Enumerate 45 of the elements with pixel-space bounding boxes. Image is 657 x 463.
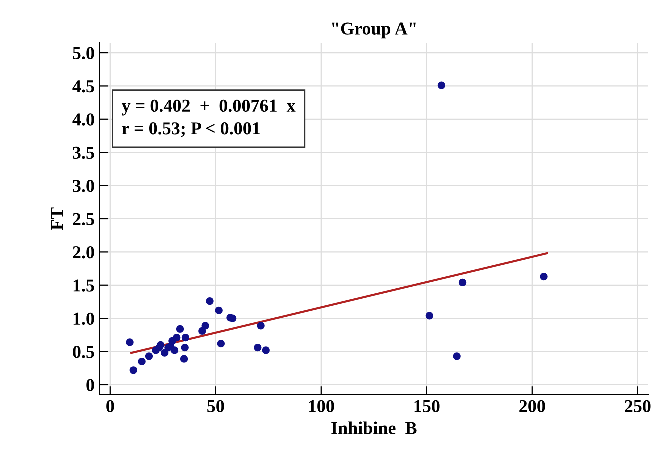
point [181, 344, 189, 352]
x-tick-label: 150 [414, 400, 440, 413]
y-tick-label: 2.5 [73, 213, 94, 226]
point [145, 352, 154, 360]
point [217, 340, 225, 348]
point [161, 349, 169, 357]
point [254, 344, 262, 352]
point [438, 82, 446, 90]
x-tick-label: 100 [309, 400, 334, 413]
y-tick-label: 5.0 [73, 47, 94, 60]
x-tick-label: 0 [106, 400, 114, 413]
point [453, 352, 461, 360]
y-axis-title: FT [51, 208, 64, 230]
y-tick-label: 4.0 [72, 114, 94, 126]
y-tick-label: 4.5 [72, 80, 94, 93]
point [180, 355, 188, 363]
point [170, 346, 179, 354]
point [182, 334, 190, 342]
x-tick-label: 200 [520, 400, 546, 413]
point [426, 312, 434, 320]
y-tick-label: 3.5 [73, 146, 94, 160]
point [215, 306, 223, 314]
x-tick-label: 50 [208, 400, 224, 413]
point [126, 338, 134, 346]
y-tick-label: 1.0 [74, 312, 94, 326]
point [176, 325, 184, 334]
point [262, 346, 270, 354]
chart-title: "Group A" [332, 22, 416, 39]
y-tick-label: 2.0 [73, 246, 94, 259]
point [206, 298, 214, 306]
point [202, 322, 210, 330]
y-tick-label: 1.5 [74, 280, 94, 292]
y-tick-label: 0 [86, 379, 94, 392]
point [173, 334, 181, 342]
y-tick-label: 0.5 [73, 346, 94, 358]
point [458, 278, 467, 287]
annotation: y = 0.402 + 0.00761 x r = 0.53; P < 0.001 [122, 100, 296, 138]
point [138, 358, 146, 366]
y-tick-label: 3.0 [73, 180, 94, 192]
point [130, 366, 138, 374]
point [540, 272, 548, 281]
x-axis-title: Inhibine B [332, 422, 417, 434]
point [157, 341, 165, 349]
point [257, 322, 265, 330]
x-tick-label: 250 [625, 400, 651, 413]
